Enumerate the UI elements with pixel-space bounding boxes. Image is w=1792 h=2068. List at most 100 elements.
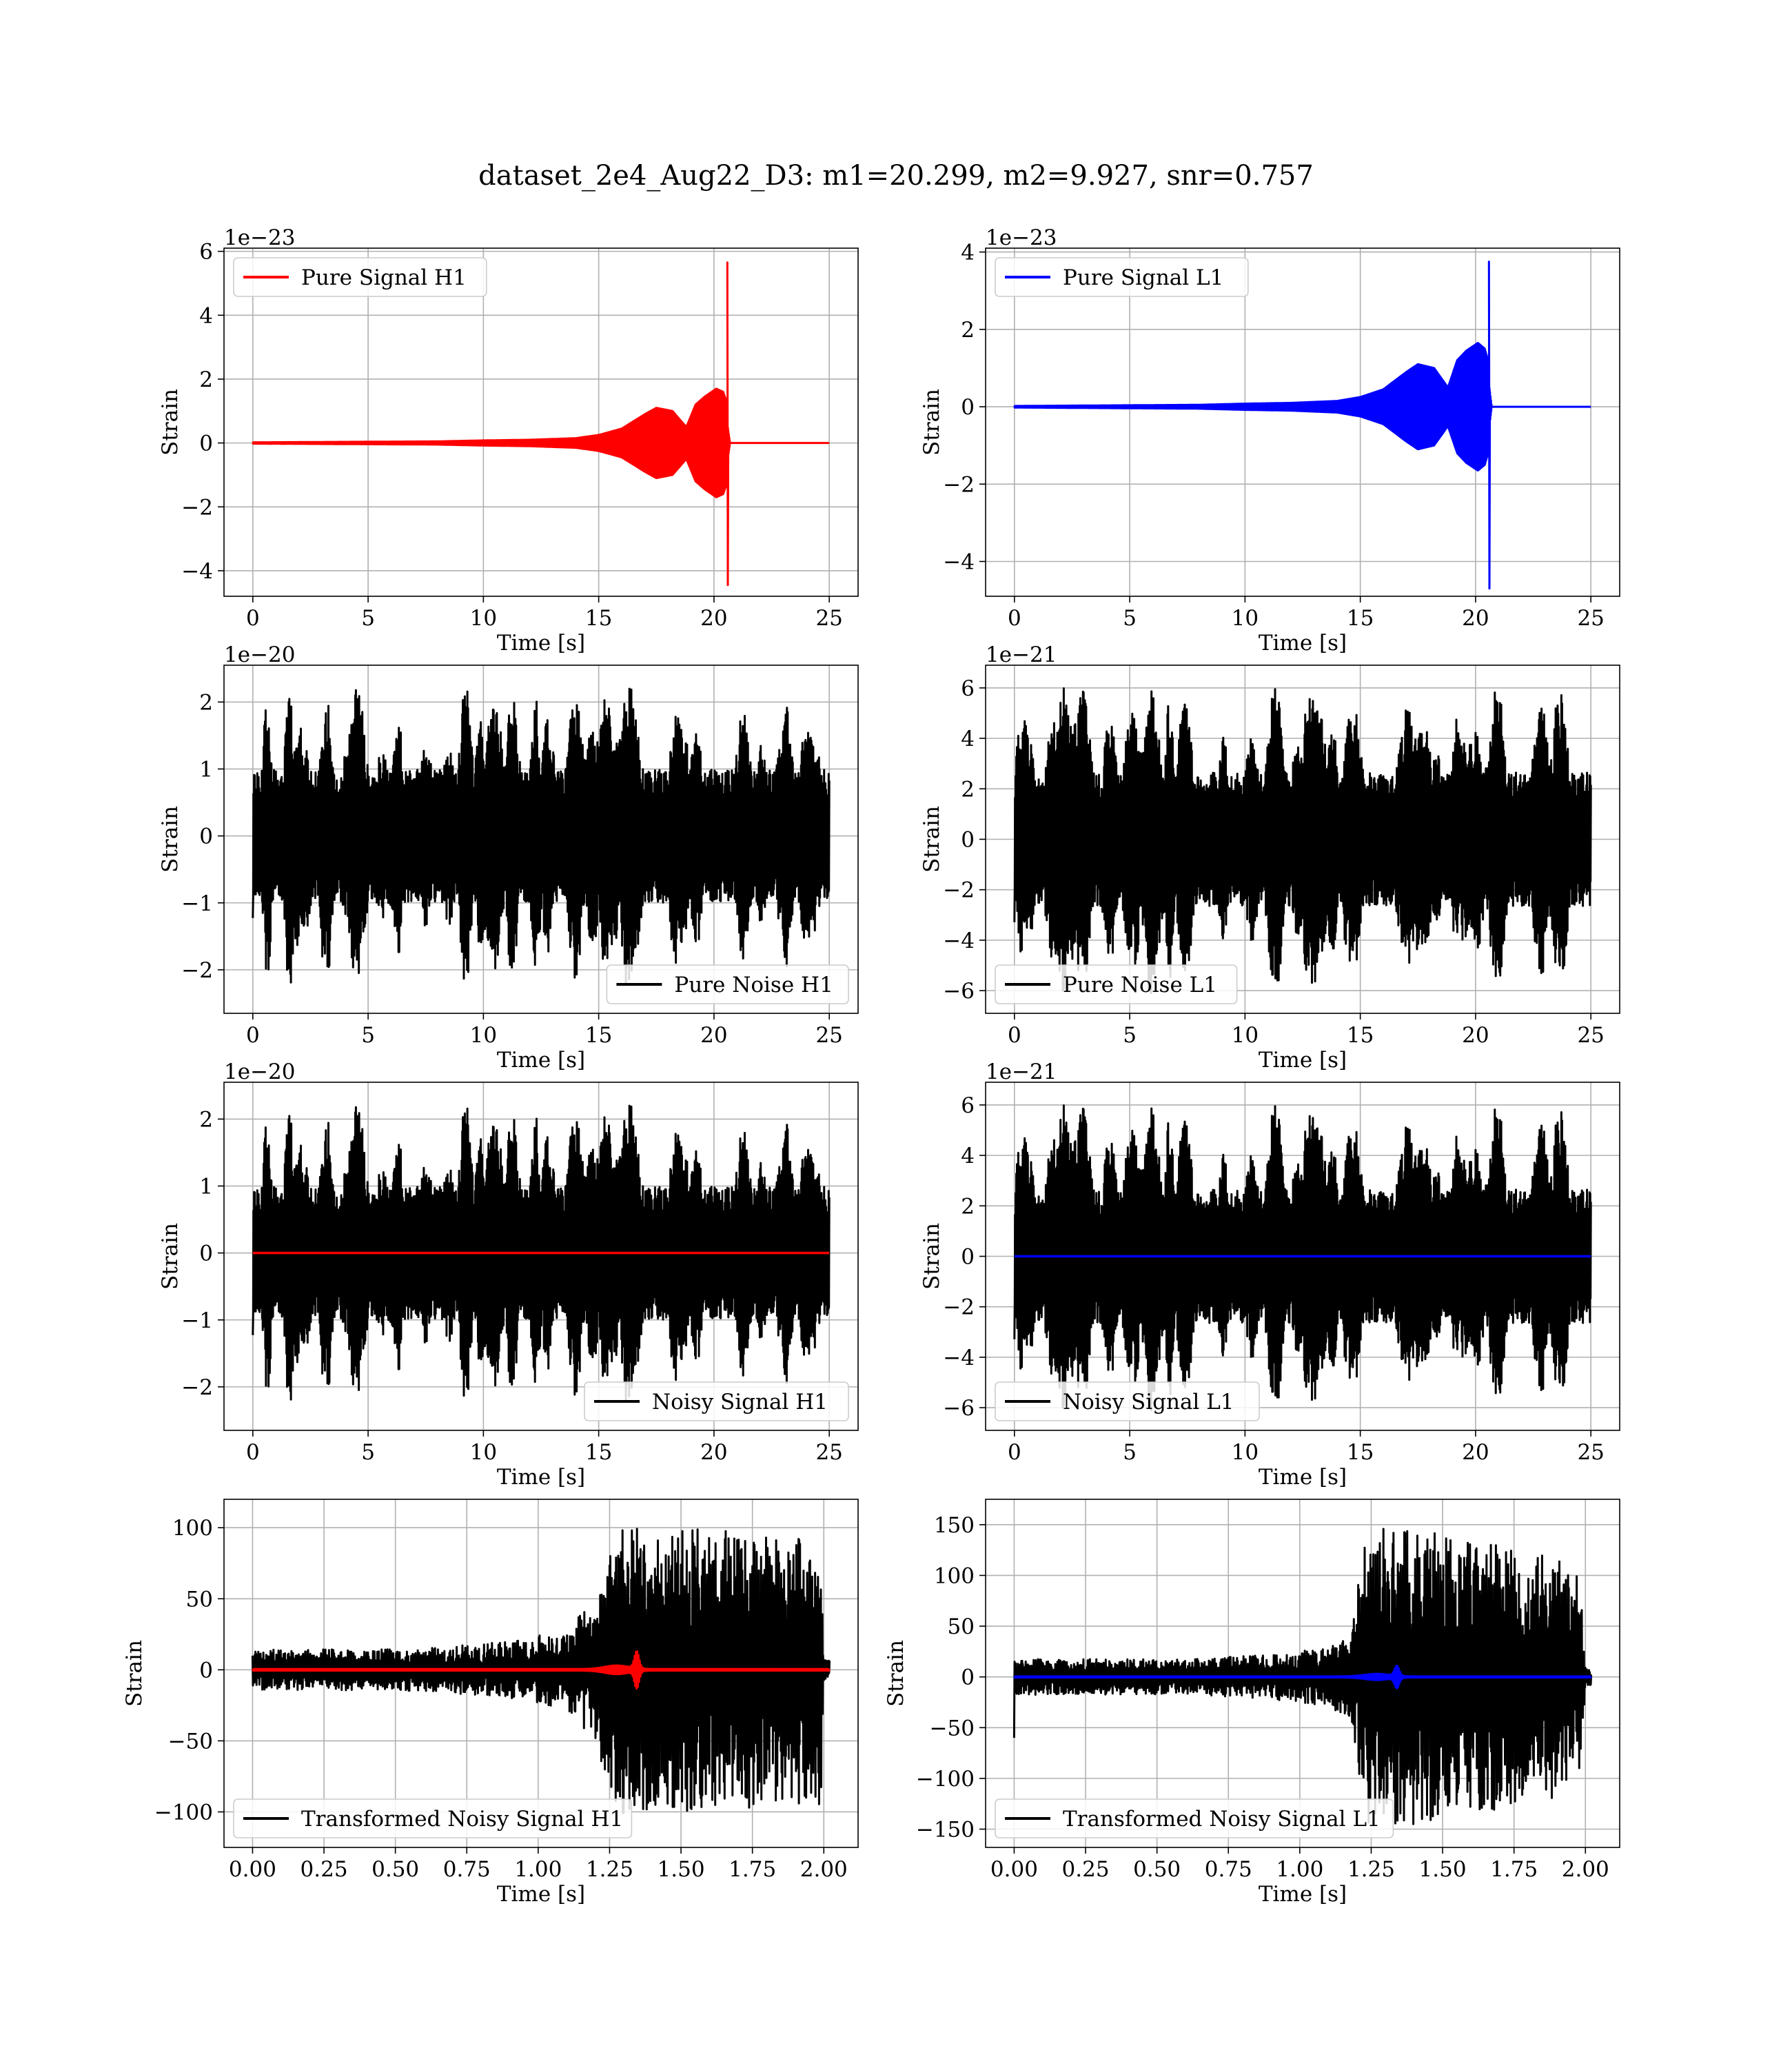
legend-box xyxy=(584,1381,849,1421)
x-tick-label: 1.50 xyxy=(658,1857,705,1882)
x-tick-label: 1.00 xyxy=(514,1857,562,1882)
x-tick-label: 25 xyxy=(815,1023,842,1048)
panel-top-left: 0 5 10 15 20 25 −4 −2 0 2 4 6 Time [s] Strain 1e−23Pur… xyxy=(158,225,859,656)
x-tick-label: 25 xyxy=(815,1440,842,1465)
x-tick-label: 0.00 xyxy=(229,1857,276,1882)
legend-label: Pure Signal L1 xyxy=(1063,265,1223,290)
y-tick-label: 2 xyxy=(961,1194,975,1219)
y-tick-label: 100 xyxy=(934,1563,975,1588)
axes-frame xyxy=(985,247,1620,597)
x-tick-label: 5 xyxy=(1123,1023,1137,1048)
y-tick-label: −2 xyxy=(943,1295,975,1320)
plot-area xyxy=(1013,687,1592,995)
y-tick-label: 6 xyxy=(961,676,975,701)
x-tick-label: 15 xyxy=(1347,606,1374,631)
y-tick-label: 2 xyxy=(199,1107,213,1132)
series-line-0 xyxy=(252,1104,831,1401)
x-tick-label: 5 xyxy=(361,1023,375,1048)
x-tick-label: 20 xyxy=(1462,1023,1489,1048)
legend-box xyxy=(995,1798,1394,1838)
y-tick-label: −2 xyxy=(181,958,213,983)
series-line-1 xyxy=(252,1650,831,1690)
legend-box xyxy=(995,964,1238,1004)
panel-bottom-right: 0.00 0.25 0.50 0.75 1.00 1.25 1.50 1.75 2.00 −150… xyxy=(884,1499,1620,1907)
y-tick-label: 0 xyxy=(199,1658,213,1683)
axis-offset-text: 1e−20 xyxy=(224,1060,296,1084)
legend-label: Noisy Signal L1 xyxy=(1063,1390,1234,1415)
x-tick-label: 15 xyxy=(585,606,612,631)
y-tick-label: −4 xyxy=(943,550,975,575)
axes-frame xyxy=(223,1082,859,1431)
x-tick-label: 15 xyxy=(585,1023,612,1048)
axes-frame xyxy=(223,1499,859,1848)
y-tick-label: −50 xyxy=(168,1729,213,1754)
legend: Transformed Noisy Signal L1 xyxy=(995,1798,1394,1838)
x-tick-label: 2.00 xyxy=(1562,1857,1609,1882)
x-axis-label: Time [s] xyxy=(497,1882,585,1907)
x-tick-label: 0 xyxy=(1008,606,1021,631)
x-tick-label: 5 xyxy=(1123,606,1137,631)
x-tick-label: 1.75 xyxy=(1490,1857,1538,1882)
x-tick-label: 20 xyxy=(1462,606,1489,631)
y-tick-label: 0 xyxy=(961,1665,975,1690)
x-tick-label: 1.00 xyxy=(1276,1857,1323,1882)
y-tick-label: −2 xyxy=(181,495,213,520)
series-line-0 xyxy=(1013,261,1592,590)
legend: Pure Signal L1 xyxy=(995,257,1249,297)
axis-offset-text: 1e−21 xyxy=(986,1060,1057,1084)
y-tick-label: 4 xyxy=(961,727,975,751)
x-tick-label: 20 xyxy=(700,606,727,631)
series-line-0 xyxy=(1013,1104,1592,1412)
x-tick-label: 0.25 xyxy=(1062,1857,1110,1882)
y-tick-label: 2 xyxy=(199,690,213,715)
legend: Noisy Signal H1 xyxy=(584,1381,849,1421)
y-tick-label: 0 xyxy=(199,1241,213,1266)
y-tick-label: −4 xyxy=(943,929,975,953)
legend-label: Pure Noise H1 xyxy=(674,973,833,997)
plot-area xyxy=(1012,1528,1593,1825)
y-tick-label: −1 xyxy=(181,891,213,916)
y-tick-label: −1 xyxy=(181,1308,213,1333)
y-tick-label: 6 xyxy=(961,1093,975,1118)
x-tick-label: 1.25 xyxy=(1347,1857,1395,1882)
series-line-0 xyxy=(1012,1528,1593,1825)
y-axis-label: Strain xyxy=(919,389,944,456)
y-tick-label: 50 xyxy=(186,1587,213,1612)
legend-label: Noisy Signal H1 xyxy=(652,1390,828,1415)
x-tick-label: 0 xyxy=(246,606,260,631)
y-tick-label: 6 xyxy=(199,240,213,265)
legend: Pure Signal H1 xyxy=(233,257,487,297)
series-line-1 xyxy=(1013,1665,1592,1690)
x-axis-label: Time [s] xyxy=(1259,1465,1347,1490)
legend-box xyxy=(233,257,487,297)
y-tick-label: 1 xyxy=(199,758,213,782)
y-tick-label: −100 xyxy=(154,1800,213,1825)
panel-row2-right: 0 5 10 15 20 25 −6 −4 −2 0 2 4 6 Time [s] Strain 1e−21 P… xyxy=(919,642,1620,1073)
x-tick-label: 0 xyxy=(1008,1440,1021,1465)
panel-row2-left: 0 5 10 15 20 25 −2 −1 0 1 2 Time [s] Strain 1e−20 Pure… xyxy=(158,642,859,1073)
y-tick-label: 2 xyxy=(199,367,213,392)
x-axis-label: Time [s] xyxy=(497,1465,585,1490)
y-axis-label: Strain xyxy=(158,389,183,456)
figure-title: dataset_2e4_Aug22_D3: m1=20.299, m2=9.92… xyxy=(478,160,1314,192)
x-tick-label: 1.75 xyxy=(729,1857,776,1882)
y-tick-label: 100 xyxy=(172,1516,213,1541)
legend-label: Transformed Noisy Signal H1 xyxy=(301,1807,623,1832)
y-tick-label: −150 xyxy=(916,1817,975,1842)
y-tick-label: 4 xyxy=(961,1144,975,1168)
x-tick-label: 10 xyxy=(1232,606,1259,631)
y-tick-label: −2 xyxy=(943,472,975,497)
x-tick-label: 10 xyxy=(470,1023,497,1048)
y-tick-label: 2 xyxy=(961,318,975,343)
legend: Transformed Noisy Signal H1 xyxy=(233,1798,633,1838)
y-tick-label: 2 xyxy=(961,777,975,802)
x-axis-label: Time [s] xyxy=(1259,631,1347,656)
axes-frame xyxy=(223,247,859,597)
legend-label: Pure Signal H1 xyxy=(301,265,467,290)
plot-area xyxy=(252,1104,831,1401)
x-tick-label: 1.50 xyxy=(1419,1857,1467,1882)
x-tick-label: 25 xyxy=(1577,606,1604,631)
legend-label: Transformed Noisy Signal L1 xyxy=(1063,1807,1381,1832)
y-tick-label: 4 xyxy=(199,303,213,328)
x-tick-label: 25 xyxy=(1577,1023,1604,1048)
